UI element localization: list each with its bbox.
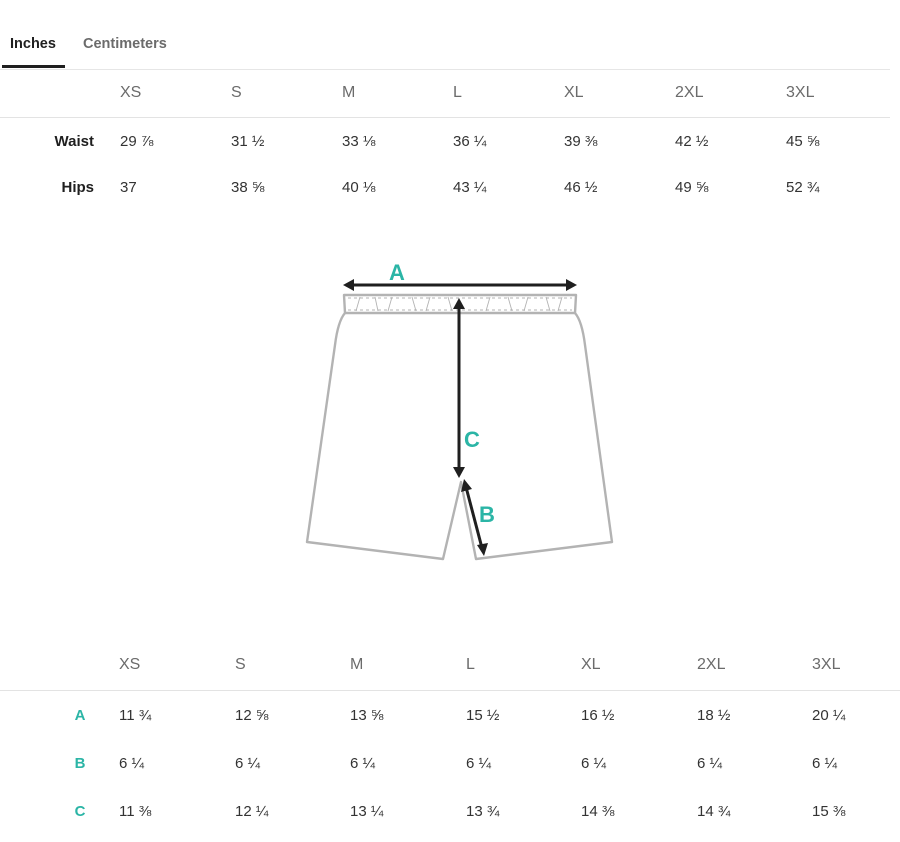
table-cell: 45 ⅝ xyxy=(786,133,820,150)
table-cell: 37 xyxy=(120,179,137,196)
table-cell: 6 ¼ xyxy=(350,755,376,772)
size-header-3xl: 3XL xyxy=(812,656,841,673)
table-cell: 6 ¼ xyxy=(119,755,145,772)
size-header-xl: XL xyxy=(581,656,601,673)
row-label-b: B xyxy=(74,755,86,772)
unit-tabs: Inches Centimeters xyxy=(0,0,890,70)
table-cell: 11 ⅜ xyxy=(119,803,152,820)
body-table-divider xyxy=(0,117,890,118)
row-label-c: C xyxy=(74,803,86,820)
body-size-header-row: XS S M L XL 2XL 3XL xyxy=(0,84,890,124)
table-cell: 38 ⅝ xyxy=(231,179,265,196)
table-cell: 13 ¾ xyxy=(466,803,500,820)
tab-centimeters[interactable]: Centimeters xyxy=(83,36,167,52)
diagram-label-b: B xyxy=(479,502,495,527)
table-cell: 6 ¼ xyxy=(697,755,723,772)
active-tab-indicator xyxy=(2,65,65,68)
table-cell: 39 ⅜ xyxy=(564,133,598,150)
size-header-m: M xyxy=(350,656,364,673)
size-header-xs: XS xyxy=(120,84,142,101)
shorts-measurement-diagram: A C B xyxy=(305,260,614,561)
table-cell: 52 ¾ xyxy=(786,179,820,196)
table-cell: 29 ⅞ xyxy=(120,133,154,150)
table-row-a: A 11 ¾ 12 ⅝ 13 ⅝ 15 ½ 16 ½ 18 ½ 20 ¼ xyxy=(0,707,900,737)
table-cell: 42 ½ xyxy=(675,133,709,150)
shorts-outline xyxy=(305,293,614,561)
table-row-b: B 6 ¼ 6 ¼ 6 ¼ 6 ¼ 6 ¼ 6 ¼ 6 ¼ xyxy=(0,755,900,785)
table-cell: 14 ⅜ xyxy=(581,803,615,820)
table-cell: 6 ¼ xyxy=(466,755,492,772)
table-cell: 14 ¾ xyxy=(697,803,731,820)
size-header-l: L xyxy=(453,84,462,101)
table-cell: 18 ½ xyxy=(697,707,731,724)
table-cell: 40 ⅛ xyxy=(342,179,376,196)
size-header-s: S xyxy=(235,656,246,673)
table-cell: 12 ⅝ xyxy=(235,707,269,724)
measurement-arrows xyxy=(343,279,577,556)
table-cell: 43 ¼ xyxy=(453,179,487,196)
size-header-2xl: 2XL xyxy=(675,84,704,101)
size-header-xl: XL xyxy=(564,84,584,101)
table-cell: 49 ⅝ xyxy=(675,179,709,196)
size-header-2xl: 2XL xyxy=(697,656,726,673)
table-cell: 6 ¼ xyxy=(235,755,261,772)
row-label-a: A xyxy=(74,707,86,724)
size-header-m: M xyxy=(342,84,356,101)
table-cell: 31 ½ xyxy=(231,133,265,150)
table-row-waist: Waist 29 ⅞ 31 ½ 33 ⅛ 36 ¼ 39 ⅜ 42 ½ 45 ⅝ xyxy=(0,133,890,163)
table-cell: 20 ¼ xyxy=(812,707,846,724)
table-cell: 11 ¾ xyxy=(119,707,152,724)
table-cell: 15 ⅜ xyxy=(812,803,846,820)
table-row-c: C 11 ⅜ 12 ¼ 13 ¼ 13 ¾ 14 ⅜ 14 ¾ 15 ⅜ xyxy=(0,803,900,833)
size-header-s: S xyxy=(231,84,242,101)
table-cell: 33 ⅛ xyxy=(342,133,376,150)
table-row-hips: Hips 37 38 ⅝ 40 ⅛ 43 ¼ 46 ½ 49 ⅝ 52 ¾ xyxy=(0,179,890,209)
table-cell: 13 ¼ xyxy=(350,803,384,820)
table-cell: 6 ¼ xyxy=(581,755,607,772)
size-header-xs: XS xyxy=(119,656,141,673)
table-cell: 15 ½ xyxy=(466,707,500,724)
diagram-label-a: A xyxy=(389,260,405,285)
product-table-divider xyxy=(0,690,900,691)
table-cell: 16 ½ xyxy=(581,707,615,724)
diagram-label-c: C xyxy=(464,427,480,452)
product-size-header-row: XS S M L XL 2XL 3XL xyxy=(0,656,900,696)
tab-inches[interactable]: Inches xyxy=(10,36,56,52)
table-cell: 12 ¼ xyxy=(235,803,269,820)
table-cell: 36 ¼ xyxy=(453,133,487,150)
size-header-3xl: 3XL xyxy=(786,84,815,101)
row-label-waist: Waist xyxy=(54,133,94,150)
table-cell: 13 ⅝ xyxy=(350,707,384,724)
size-header-l: L xyxy=(466,656,475,673)
table-cell: 6 ¼ xyxy=(812,755,838,772)
table-cell: 46 ½ xyxy=(564,179,598,196)
row-label-hips: Hips xyxy=(61,179,94,196)
